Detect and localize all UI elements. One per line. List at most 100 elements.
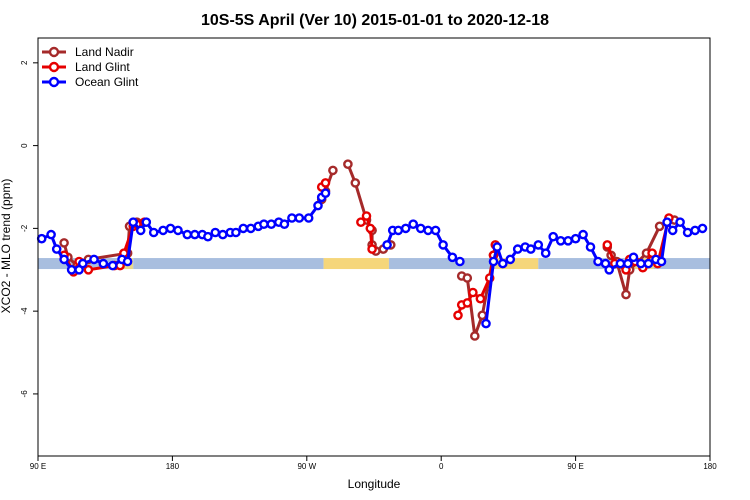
legend-label: Land Nadir — [75, 45, 134, 59]
data-point — [303, 213, 314, 223]
data-point — [662, 217, 672, 227]
data-point — [453, 310, 463, 321]
data-point — [36, 233, 47, 244]
data-point — [497, 258, 508, 269]
data-point — [623, 258, 633, 269]
legend-label: Land Glint — [75, 60, 130, 74]
band-segment-land — [323, 258, 389, 270]
data-point — [78, 258, 88, 269]
x-axis: 90 E 180 90 W 0 90 E 180 — [30, 456, 717, 471]
legend-marker — [48, 46, 60, 58]
data-point — [231, 227, 241, 238]
data-point — [259, 219, 269, 229]
series-line — [484, 220, 703, 324]
data-point — [189, 229, 200, 240]
data-point — [690, 225, 700, 236]
data-point — [203, 231, 213, 242]
data-point — [320, 178, 331, 188]
band-segment-ocean — [133, 258, 324, 270]
x-tick-label: 90 E — [30, 462, 46, 471]
data-point — [343, 159, 353, 169]
data-point — [122, 256, 133, 267]
data-point — [636, 258, 646, 269]
data-point — [165, 223, 176, 234]
data-point — [245, 223, 256, 234]
band-segment-land — [495, 258, 539, 270]
series-layer — [36, 159, 708, 341]
band-segment-ocean — [538, 258, 632, 270]
data-point — [628, 252, 639, 263]
x-tick-label: 180 — [703, 462, 717, 471]
x-tick-label: 90 W — [297, 462, 316, 471]
series-ocean-glint — [36, 188, 708, 329]
data-point — [400, 223, 411, 234]
data-point — [158, 225, 168, 236]
data-point — [173, 225, 183, 236]
data-point — [361, 211, 372, 221]
data-point — [51, 244, 62, 254]
data-point — [656, 256, 667, 267]
data-point — [350, 178, 361, 188]
data-point — [294, 213, 305, 223]
data-point — [59, 254, 69, 265]
data-point — [447, 252, 458, 263]
data-point — [135, 225, 146, 236]
data-point — [313, 200, 323, 211]
series-line — [346, 163, 392, 253]
data-point — [182, 229, 193, 240]
data-point — [141, 217, 152, 227]
data-point — [555, 235, 566, 246]
y-axis-label: XCO2 - MLO trend (ppm) — [0, 179, 13, 314]
data-point — [415, 223, 426, 234]
data-point — [475, 293, 486, 304]
data-point — [148, 227, 159, 238]
data-point — [667, 225, 678, 236]
data-point — [382, 240, 392, 250]
x-tick-label: 0 — [439, 462, 444, 471]
data-point — [468, 287, 478, 298]
y-tick-label: -2 — [20, 224, 29, 232]
data-point — [654, 221, 665, 232]
data-point — [512, 244, 523, 254]
data-point — [128, 217, 138, 227]
legend-item-land-nadir: Land Nadir — [42, 45, 134, 59]
data-point — [477, 310, 488, 321]
data-point — [98, 258, 109, 269]
band-segment-ocean — [388, 258, 496, 270]
data-point — [66, 264, 77, 275]
data-point — [526, 244, 536, 254]
data-point — [430, 225, 441, 236]
data-point — [365, 223, 376, 234]
data-point — [682, 227, 693, 238]
data-point — [356, 217, 366, 227]
data-point — [238, 223, 249, 234]
data-point — [287, 213, 297, 223]
legend-marker — [48, 61, 60, 73]
y-tick-label: -6 — [20, 390, 29, 398]
y-tick-label: 0 — [20, 143, 29, 148]
data-point — [697, 223, 708, 234]
data-point — [615, 258, 626, 269]
data-point — [266, 219, 277, 229]
data-point — [548, 231, 559, 242]
data-point — [643, 258, 654, 269]
data-point — [492, 242, 503, 252]
data-point — [279, 219, 290, 229]
y-axis: 2 0 -2 -4 -6 — [20, 60, 38, 397]
data-point — [505, 254, 516, 265]
data-point — [593, 256, 603, 267]
x-tick-label: 180 — [166, 462, 180, 471]
data-point — [217, 229, 228, 240]
x-tick-label: 90 E — [567, 462, 583, 471]
data-point — [46, 229, 56, 240]
data-point — [540, 248, 551, 258]
data-point — [488, 256, 499, 267]
data-point — [469, 331, 480, 341]
data-point — [462, 298, 473, 308]
data-point — [59, 238, 69, 248]
data-point — [83, 264, 94, 275]
data-point — [408, 219, 419, 229]
x-axis-label: Longitude — [348, 477, 401, 491]
data-point — [328, 165, 338, 176]
